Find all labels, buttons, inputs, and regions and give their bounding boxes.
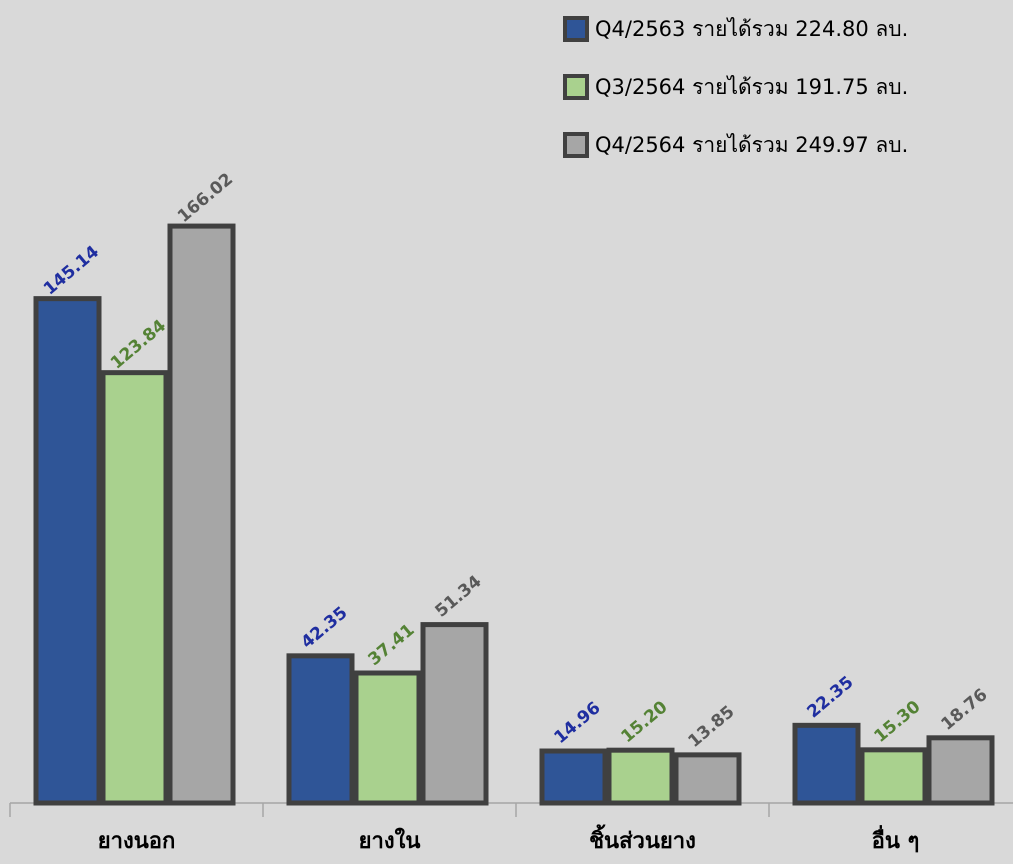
bar	[926, 735, 995, 806]
data-label: 51.34	[431, 572, 485, 622]
bar	[33, 296, 102, 806]
bar	[286, 653, 355, 806]
data-label: 37.41	[364, 620, 418, 670]
data-label: 22.35	[803, 672, 857, 722]
legend-item: Q3/2564 รายได้รวม 191.75 ลบ.	[563, 68, 908, 106]
category-label: อื่น ๆ	[872, 824, 920, 854]
legend-item: Q4/2563 รายได้รวม 224.80 ลบ.	[563, 10, 908, 48]
data-label: 13.85	[684, 702, 738, 752]
legend-swatch	[563, 132, 589, 158]
category-label: ชิ้นส่วนยาง	[589, 824, 696, 854]
bar	[673, 752, 742, 806]
legend-label: Q4/2563 รายได้รวม 224.80 ลบ.	[595, 16, 909, 41]
bar	[167, 223, 236, 806]
legend: Q4/2563 รายได้รวม 224.80 ลบ. Q3/2564 รายไ…	[563, 10, 908, 164]
bar	[859, 747, 928, 806]
bar	[353, 670, 422, 806]
category-label: ยางใน	[359, 827, 421, 854]
data-label: 15.20	[617, 697, 671, 747]
legend-item: Q4/2564 รายได้รวม 249.97 ลบ.	[563, 126, 908, 164]
bar	[792, 722, 861, 806]
data-label: 14.96	[550, 698, 604, 748]
data-label: 145.14	[40, 242, 103, 300]
legend-label: Q4/2564 รายได้รวม 249.97 ลบ.	[595, 132, 909, 157]
category-label: ยางนอก	[98, 829, 176, 854]
bar	[100, 370, 169, 806]
bar	[606, 747, 675, 806]
legend-swatch	[563, 74, 589, 100]
bar	[539, 748, 608, 806]
legend-swatch	[563, 16, 589, 42]
data-label: 166.02	[174, 169, 237, 226]
legend-label: Q3/2564 รายได้รวม 191.75 ลบ.	[595, 74, 909, 99]
data-label: 18.76	[937, 685, 991, 735]
bar	[420, 622, 489, 806]
data-label: 123.84	[107, 316, 170, 374]
data-label: 42.35	[297, 603, 351, 653]
data-label: 15.30	[870, 697, 924, 747]
